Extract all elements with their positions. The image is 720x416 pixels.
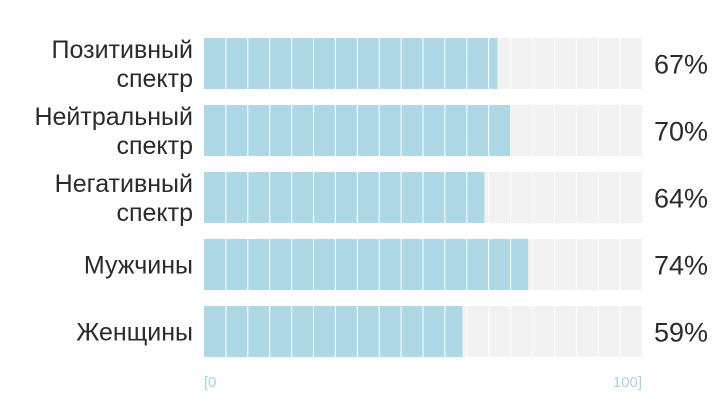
category-label: Нейтральный [34, 103, 193, 131]
value-label: 59% [654, 318, 708, 348]
value-label: 74% [654, 251, 708, 281]
value-label: 64% [654, 184, 708, 214]
value-labels: 67% 70% 64% 74% 59% [654, 50, 708, 348]
category-label: спектр [116, 199, 193, 227]
x-tick-label-min: [0 [204, 374, 217, 391]
x-tick-label-max: 100] [613, 374, 642, 391]
value-label: 70% [654, 117, 708, 147]
category-label: Позитивный [52, 36, 193, 64]
category-label: Женщины [76, 319, 193, 347]
category-label: спектр [116, 65, 193, 93]
bar [204, 306, 463, 357]
value-label: 67% [654, 50, 708, 80]
category-label: спектр [116, 132, 193, 160]
category-label: Мужчины [84, 252, 193, 280]
bar [204, 38, 498, 89]
bar [204, 172, 485, 223]
bar [204, 239, 529, 290]
category-label: Негативный [55, 170, 193, 198]
bar-segment-dividers [225, 38, 621, 357]
bars [204, 38, 529, 357]
x-axis: [0 100] [204, 374, 642, 391]
category-labels: ПозитивныйспектрНейтральныйспектрНегатив… [34, 36, 193, 347]
